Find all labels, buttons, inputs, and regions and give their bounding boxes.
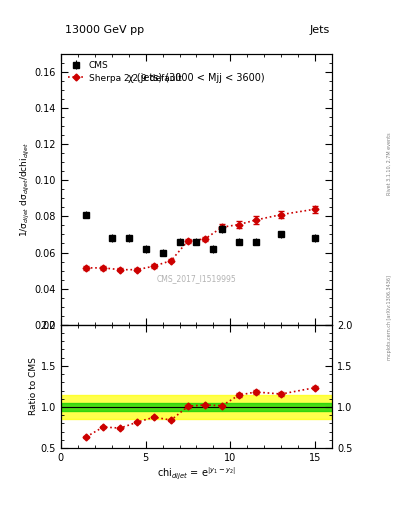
Y-axis label: 1/σ$_{dijet}$ dσ$_{dijet}$/dchi$_{dijet}$: 1/σ$_{dijet}$ dσ$_{dijet}$/dchi$_{dijet}… bbox=[19, 142, 32, 237]
X-axis label: chi$_{dijet}$ = e$^{|y_1 - y_2|}$: chi$_{dijet}$ = e$^{|y_1 - y_2|}$ bbox=[157, 465, 236, 482]
Text: CMS_2017_I1519995: CMS_2017_I1519995 bbox=[157, 274, 236, 283]
Text: Jets: Jets bbox=[310, 25, 330, 35]
Text: Rivet 3.1.10, 2.7M events: Rivet 3.1.10, 2.7M events bbox=[387, 133, 392, 195]
Text: 13000 GeV pp: 13000 GeV pp bbox=[65, 25, 144, 35]
Bar bbox=[61, 403, 332, 411]
Legend: CMS, Sherpa 2.2.9 default: CMS, Sherpa 2.2.9 default bbox=[65, 58, 184, 86]
Text: mcplots.cern.ch [arXiv:1306.3436]: mcplots.cern.ch [arXiv:1306.3436] bbox=[387, 275, 392, 360]
Text: χ (jets) (3000 < Mjj < 3600): χ (jets) (3000 < Mjj < 3600) bbox=[128, 73, 265, 83]
Y-axis label: Ratio to CMS: Ratio to CMS bbox=[29, 357, 38, 415]
Bar bbox=[61, 395, 332, 419]
